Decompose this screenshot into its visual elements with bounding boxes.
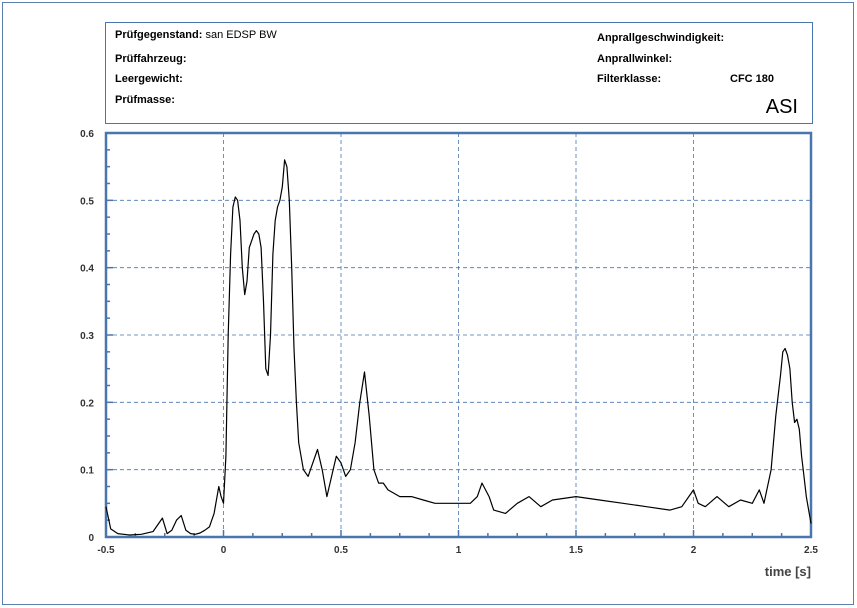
pruefmasse-label: Prüfmasse: [115, 94, 175, 106]
pruefahrzeug-row: Prüffahrzeug: [115, 53, 187, 65]
x-tick-label: 0 [221, 545, 227, 556]
y-tick-label: 0 [88, 533, 94, 544]
x-tick-label: 0.5 [334, 545, 348, 556]
anprallgeschwindigkeit-row: Anprallgeschwindigkeit: [597, 32, 724, 44]
asi-series-line [105, 159, 812, 536]
filterklasse-row: Filterklasse: [597, 73, 661, 85]
tick-labels: 00.10.20.30.40.50.6-0.5 0 0.5 1 1.5 2 2.5 [80, 129, 818, 556]
x-tick-label: -0.5 [97, 545, 115, 556]
leergewicht-row: Leergewicht: [115, 73, 183, 85]
x-tick-label: 2.5 [804, 545, 818, 556]
pruefgegenstand-label: Prüfgegenstand: [115, 29, 203, 41]
leergewicht-label: Leergewicht: [115, 73, 183, 85]
x-tick-label: 2 [691, 545, 697, 556]
plot-area-border [104, 131, 813, 539]
x-tick-label: 1.5 [569, 545, 583, 556]
pruefahrzeug-label: Prüffahrzeug: [115, 53, 187, 65]
grid-lines [106, 133, 811, 537]
test-info-box: Prüfgegenstand: san EDSP BW Prüffahrzeug… [105, 22, 813, 124]
anprallgeschwindigkeit-label: Anprallgeschwindigkeit: [597, 32, 725, 44]
x-axis-title: time [s] [765, 564, 811, 579]
y-tick-label: 0.6 [80, 129, 94, 140]
pruefmasse-row: Prüfmasse: [115, 94, 175, 106]
y-tick-label: 0.4 [80, 264, 94, 275]
pruefgegenstand-row: Prüfgegenstand: san EDSP BW [115, 29, 277, 41]
filterklasse-value: CFC 180 [730, 73, 775, 85]
x-tick-label: 1 [456, 545, 462, 556]
filterklasse-value-row: CFC 180 [730, 73, 774, 85]
pruefgegenstand-value: san EDSP BW [205, 29, 277, 41]
y-tick-label: 0.3 [80, 331, 94, 342]
anprallwinkel-label: Anprallwinkel: [597, 53, 673, 65]
y-tick-label: 0.2 [80, 398, 94, 409]
filterklasse-label: Filterklasse: [597, 73, 662, 85]
anprallwinkel-row: Anprallwinkel: [597, 53, 672, 65]
y-tick-label: 0.1 [80, 466, 94, 477]
signal-name: ASI [765, 96, 798, 118]
y-tick-label: 0.5 [80, 196, 94, 207]
